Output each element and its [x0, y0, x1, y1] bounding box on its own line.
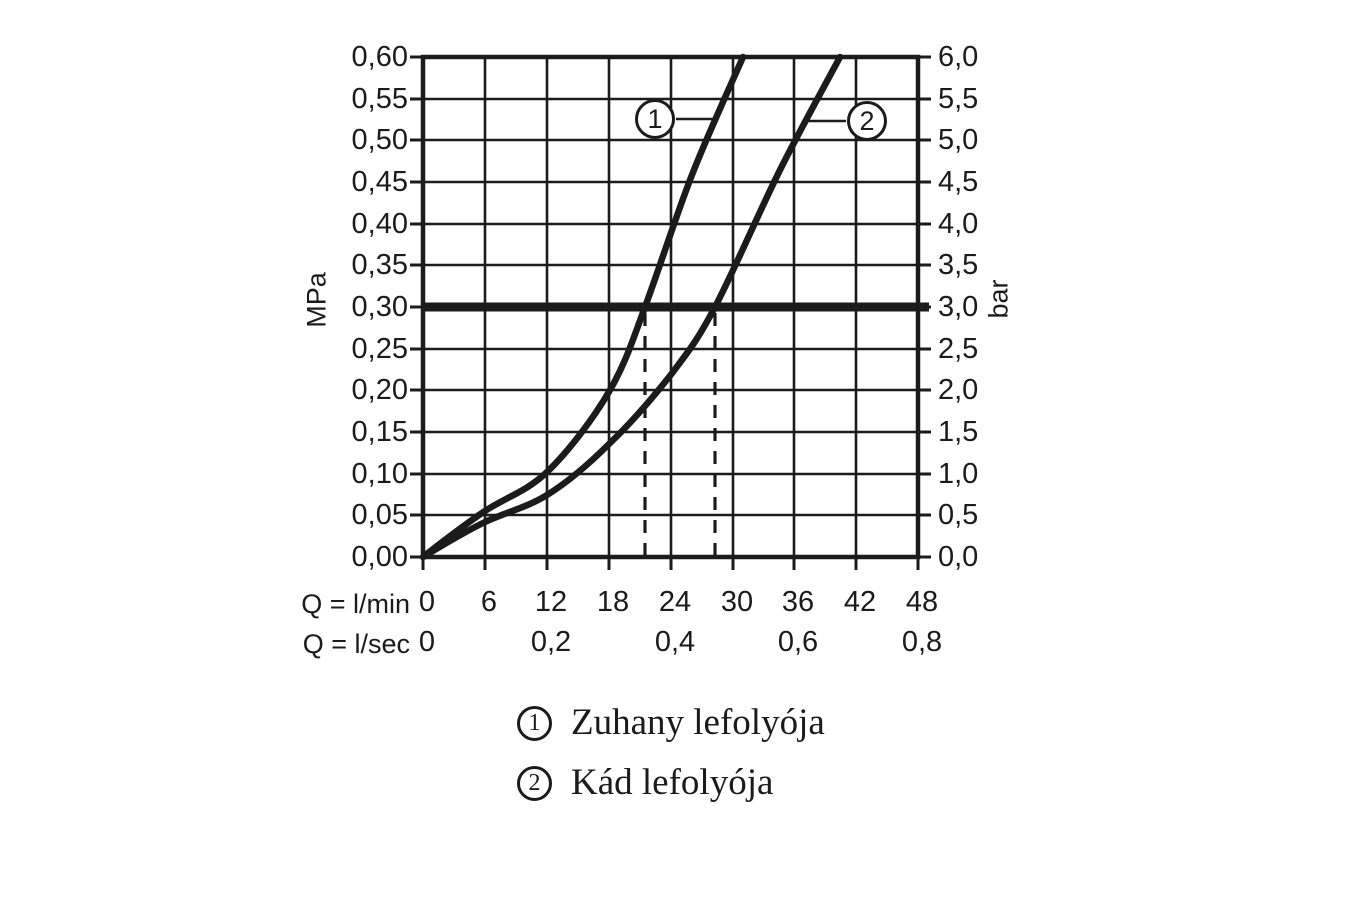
x-lmin-tick-5: 30 [720, 586, 754, 618]
y-right-tick-11: 0,5 [938, 499, 979, 531]
y-right-tick-9: 1,5 [938, 416, 979, 448]
y-right-tick-10: 1,0 [938, 458, 979, 490]
curve-2-kad-lefolyoja [419, 53, 844, 561]
y-left-unit-label: MPa [301, 272, 332, 328]
y-left-tick-1: 0,55 [351, 83, 408, 115]
y-left-tick-11: 0,05 [351, 499, 408, 531]
x-lsec-tick-0: 0 [418, 626, 436, 658]
bottom-axis-ticks [421, 558, 920, 570]
y-left-tick-8: 0,20 [351, 374, 408, 406]
y-left-tick-7: 0,25 [351, 333, 408, 365]
y-left-tick-9: 0,15 [351, 416, 408, 448]
y-right-tick-0: 6,0 [938, 41, 979, 73]
legend-marker-2-circle: 2 [517, 765, 552, 801]
y-left-tick-0: 0,60 [351, 41, 408, 73]
legend-item-2: 2 Kád lefolyója [517, 763, 773, 803]
x-axis-lmin-prefix: Q = l/min [301, 589, 410, 619]
y-right-tick-8: 2,0 [938, 374, 979, 406]
y-right-tick-2: 5,0 [938, 124, 979, 156]
x-axis-lsec-prefix: Q = l/sec [302, 629, 410, 659]
y-left-tick-4: 0,40 [351, 208, 408, 240]
y-right-tick-7: 2,5 [938, 333, 979, 365]
y-left-tick-3: 0,45 [351, 166, 408, 198]
y-left-tick-6: 0,30 [351, 291, 408, 323]
y-right-tick-12: 0,0 [938, 541, 979, 573]
x-lsec-tick-2: 0,4 [654, 626, 696, 658]
x-lmin-tick-1: 6 [480, 586, 498, 618]
x-lmin-tick-3: 18 [596, 586, 630, 618]
left-axis-ticks [410, 55, 422, 559]
x-lsec-tick-4: 0,8 [901, 626, 943, 658]
x-lmin-tick-2: 12 [534, 586, 568, 618]
legend-item-1: 1 Zuhany lefolyója [517, 703, 825, 743]
legend-label-1: Zuhany lefolyója [571, 702, 825, 743]
y-left-tick-12: 0,00 [351, 541, 408, 573]
y-right-tick-4: 4,0 [938, 208, 979, 240]
curve-2-marker-circle: 2 [847, 101, 887, 141]
y-left-tick-5: 0,35 [351, 249, 408, 281]
y-right-tick-1: 5,5 [938, 83, 979, 115]
y-right-tick-6: 3,0 [938, 291, 979, 323]
legend-marker-1-circle: 1 [517, 705, 552, 741]
y-right-tick-5: 3,5 [938, 249, 979, 281]
x-lmin-tick-4: 24 [658, 586, 692, 618]
x-lmin-tick-6: 36 [781, 586, 815, 618]
x-lmin-tick-0: 0 [418, 586, 436, 618]
y-right-tick-3: 4,5 [938, 166, 979, 198]
legend-label-2: Kád lefolyója [571, 762, 774, 803]
y-left-tick-2: 0,50 [351, 124, 408, 156]
curve-1-marker-circle: 1 [635, 99, 675, 139]
dashed-guide-lines [643, 313, 717, 556]
curve-1-zuhany-lefolyoja [419, 53, 747, 561]
curve-marker-leader-lines [676, 117, 846, 123]
x-lsec-tick-1: 0,2 [530, 626, 572, 658]
x-lmin-tick-8: 48 [905, 586, 939, 618]
y-left-tick-10: 0,10 [351, 458, 408, 490]
y-right-unit-label: bar [983, 279, 1014, 319]
x-lmin-tick-7: 42 [843, 586, 877, 618]
x-lsec-tick-3: 0,6 [777, 626, 819, 658]
